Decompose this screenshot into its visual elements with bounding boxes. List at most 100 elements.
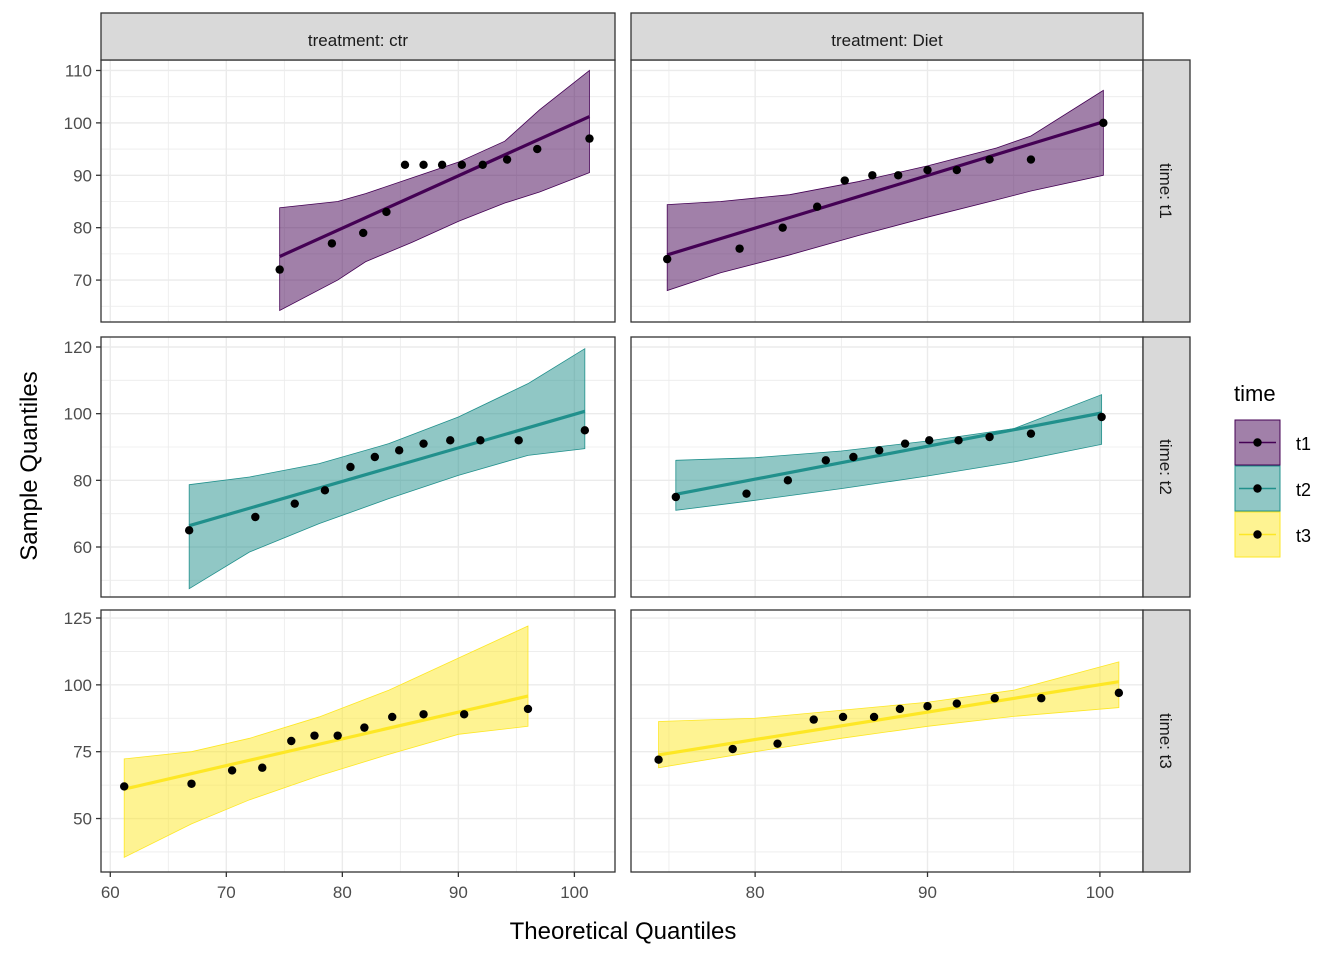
row-strip-0 (1142, 59, 1191, 323)
data-point (478, 160, 487, 169)
panel-content (275, 69, 594, 312)
data-point (120, 782, 129, 791)
row-strip-label-t3: time: t3 (1156, 713, 1175, 769)
panel-t3-ctr: 50 75 100 125 60 70 80 90 100 (64, 609, 616, 902)
y-tick-label: 110 (65, 61, 92, 80)
data-point (533, 144, 542, 154)
data-point (502, 155, 512, 164)
y-tick-label: 120 (64, 338, 92, 357)
data-point (954, 436, 963, 445)
x-tick-label: 80 (333, 883, 352, 902)
data-point (952, 699, 962, 708)
panel-content (663, 89, 1108, 292)
data-point (778, 223, 787, 232)
confidence-band (666, 89, 1104, 292)
reference-line (279, 115, 591, 258)
data-point (184, 526, 194, 535)
data-point (1114, 688, 1124, 698)
data-point (514, 436, 523, 445)
panel-t2-diet (630, 336, 1144, 598)
panel-border (100, 336, 616, 598)
confidence-band (279, 69, 590, 312)
column-strip-label-ctr: treatment: ctr (308, 31, 408, 50)
y-tick-label: 100 (64, 676, 92, 695)
data-point (773, 739, 782, 748)
data-point (258, 763, 267, 772)
x-tick-label: 60 (101, 883, 120, 902)
data-point (1099, 118, 1108, 128)
data-point (419, 710, 428, 719)
y-tick-label: 80 (73, 219, 92, 238)
row-strip-label-t1: time: t1 (1156, 163, 1175, 219)
data-point (952, 165, 962, 175)
gridlines (101, 60, 615, 322)
data-point (459, 710, 469, 719)
data-point (1037, 694, 1046, 703)
x-tick-label: 100 (1086, 883, 1114, 902)
data-point (838, 712, 848, 722)
data-point (925, 436, 934, 445)
data-point (1026, 155, 1036, 164)
legend-key-t2 (1234, 465, 1281, 512)
row-strip-1 (1142, 336, 1191, 598)
x-tick-label: 80 (746, 883, 765, 902)
legend-label-t3: t3 (1296, 526, 1311, 546)
data-point (654, 755, 663, 764)
data-point (869, 712, 879, 722)
data-point (868, 171, 877, 180)
confidence-band (658, 661, 1120, 769)
column-strip-label-diet: treatment: Diet (831, 31, 943, 50)
reference-line (123, 694, 529, 791)
x-tick-label: 100 (560, 883, 588, 902)
data-point (251, 512, 260, 522)
data-point (895, 704, 905, 714)
data-point (394, 446, 404, 455)
legend-title: time (1234, 381, 1276, 406)
data-point (875, 446, 884, 455)
data-point (728, 744, 737, 754)
data-point (388, 712, 397, 722)
panel-t3-diet: 80 90 100 (630, 609, 1144, 902)
panel-content (654, 661, 1124, 769)
data-point (275, 265, 284, 274)
y-tick-label: 50 (73, 810, 92, 829)
data-point (783, 476, 793, 485)
data-point (360, 723, 369, 732)
legend-key-point (1253, 484, 1262, 493)
data-point (900, 439, 910, 448)
strips-layer: treatment: ctr treatment: Diet time: t1 … (100, 12, 1191, 873)
legend-label-t2: t2 (1296, 480, 1311, 500)
data-point (840, 176, 849, 185)
legend-key-point (1253, 438, 1262, 447)
x-axis-title: Theoretical Quantiles (510, 918, 737, 945)
data-point (476, 436, 485, 445)
y-tick-label: 100 (64, 114, 92, 133)
data-point (849, 452, 858, 462)
reference-line (675, 411, 1102, 496)
data-point (663, 254, 672, 264)
data-point (346, 462, 355, 472)
row-strip-2 (1142, 609, 1191, 873)
data-point (327, 239, 337, 248)
data-point (523, 704, 533, 714)
data-point (290, 499, 299, 508)
data-point (437, 160, 447, 169)
reference-line (658, 680, 1120, 757)
x-tick-label: 90 (918, 883, 937, 902)
data-point (894, 171, 903, 180)
data-point (187, 779, 196, 788)
legend-label-t1: t1 (1296, 434, 1311, 454)
row-strip-label-t2: time: t2 (1156, 439, 1175, 495)
panel-t1-diet (630, 59, 1144, 323)
data-point (985, 432, 994, 442)
data-point (333, 731, 342, 740)
y-tick-label: 90 (73, 166, 92, 185)
data-point (419, 439, 428, 448)
panel-content (120, 625, 533, 858)
data-point (812, 202, 822, 211)
panel-t2-ctr: 60 80 100 120 (64, 336, 616, 598)
data-point (821, 456, 831, 465)
legend: time t1 t2 t3 (1234, 381, 1311, 558)
x-tick-label: 90 (449, 883, 468, 902)
y-tick-label: 125 (64, 609, 92, 628)
